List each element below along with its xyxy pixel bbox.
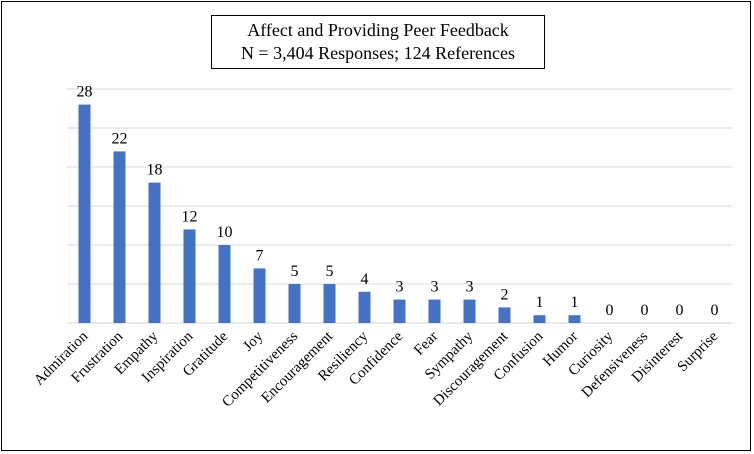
data-label-gratitude: 10: [217, 224, 233, 241]
data-label-discouragement: 2: [501, 286, 509, 303]
category-labels: AdmirationFrustrationEmpathyInspirationG…: [31, 328, 721, 411]
bar-confidence: [393, 299, 406, 323]
bar-humor: [568, 315, 581, 323]
chart-title-box: Affect and Providing Peer Feedback N = 3…: [211, 15, 545, 69]
data-label-sympathy: 3: [466, 279, 474, 296]
bar-encouragement: [323, 284, 336, 323]
data-label-disinterest: 0: [676, 302, 684, 319]
bar-competitiveness: [288, 284, 301, 323]
category-label-fear: Fear: [411, 329, 441, 359]
bar-joy: [253, 268, 266, 323]
bar-fear: [428, 299, 441, 323]
bar-inspiration: [183, 229, 196, 323]
data-label-inspiration: 12: [182, 208, 198, 225]
data-label-empathy: 18: [147, 162, 163, 179]
bar-discouragement: [498, 307, 511, 323]
data-label-resiliency: 4: [361, 271, 369, 288]
data-label-fear: 3: [431, 279, 439, 296]
data-label-joy: 7: [256, 247, 264, 264]
data-label-humor: 1: [571, 294, 579, 311]
bar-confusion: [533, 315, 546, 323]
data-label-defensiveness: 0: [641, 302, 649, 319]
data-label-admiration: 28: [77, 84, 93, 101]
bar-sympathy: [463, 299, 476, 323]
bar-empathy: [148, 182, 161, 323]
bar-gratitude: [218, 245, 231, 323]
bar-admiration: [78, 104, 91, 323]
bars: [78, 104, 581, 323]
category-label-joy: Joy: [240, 328, 266, 354]
data-label-surprise: 0: [711, 302, 719, 319]
data-label-frustration: 22: [112, 130, 128, 147]
data-label-competitiveness: 5: [291, 263, 299, 280]
bar-frustration: [113, 151, 126, 323]
chart-subtitle: N = 3,404 Responses; 124 References: [240, 43, 516, 63]
chart-title: Affect and Providing Peer Feedback: [247, 20, 509, 40]
data-label-confusion: 1: [536, 294, 544, 311]
data-label-encouragement: 5: [326, 263, 334, 280]
data-label-confidence: 3: [396, 279, 404, 296]
data-label-curiosity: 0: [606, 302, 614, 319]
bar-resiliency: [358, 291, 371, 323]
